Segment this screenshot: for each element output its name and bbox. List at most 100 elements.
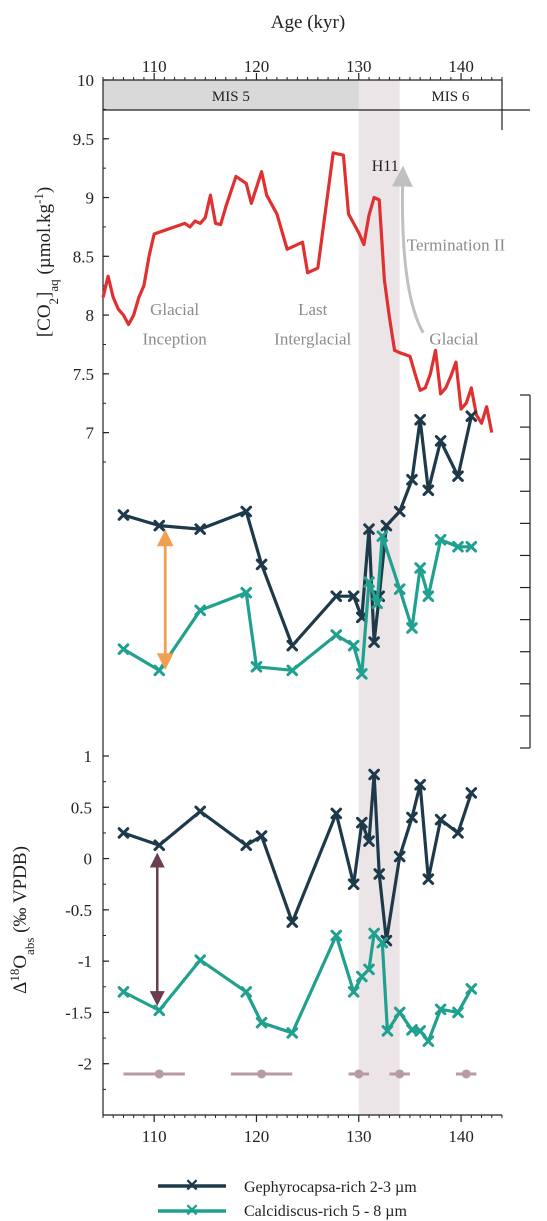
d18o-calcidiscus-line	[122, 931, 473, 1043]
d18o-y-tick-label-4: -1	[78, 952, 92, 971]
d18o-y-tick-label-6: -2	[78, 1055, 92, 1074]
stage-mis5-box	[103, 80, 359, 110]
middle-calcidiscus-point	[371, 597, 383, 610]
middle-gephyrocapsa-point	[286, 639, 299, 652]
top-x-tick-label-1: 120	[244, 57, 270, 76]
co2-y-tick-label-6: 7	[86, 424, 95, 443]
bottom-x-tick-label-0: 110	[142, 1127, 167, 1146]
stage-bar: MIS 5 MIS 6	[103, 80, 530, 111]
d18o-calcidiscus-point	[452, 1006, 464, 1019]
co2-y-axis-title: [CO2]aq (µmol.kg-1)	[31, 187, 61, 337]
middle-gephyrocapsa-point	[452, 470, 464, 482]
d18o-calcidiscus-point	[194, 954, 206, 966]
middle-gephyrocapsa-point	[422, 484, 435, 497]
legend-gephyrocapsa-label: Gephyrocapsa-rich 2-3 µm	[244, 1179, 417, 1196]
d18o-y-axis: 1 0.5 0 -0.5 -1 -1.5 -2	[65, 747, 109, 1116]
x-axis-title: Age (kyr)	[271, 12, 345, 33]
middle-calcidiscus-point	[376, 530, 389, 542]
middle-gephyrocapsa-point	[406, 473, 418, 486]
annotation-1: Inception	[143, 329, 208, 348]
co2-y-tick-label-4: 8	[86, 306, 95, 325]
d18o-gephyrocapsa-point	[255, 830, 268, 842]
co2-y-tick-label-0: 10	[77, 71, 94, 90]
d18o-calcidiscus-point	[422, 1035, 435, 1047]
termination-arrow	[391, 165, 425, 334]
d18o-calcidiscus-point	[330, 929, 343, 942]
middle-gephyrocapsa-point	[368, 636, 380, 648]
annotation-0: Glacial	[150, 300, 199, 319]
middle-gephyrocapsa-point	[465, 410, 478, 422]
age-error-point-0	[154, 1069, 164, 1079]
bottom-x-axis: 110 120 130 140	[102, 1115, 503, 1146]
legend-calcidiscus-label: Calcidiscus-rich 5 - 8 µm	[244, 1203, 408, 1220]
d18o-gephyrocapsa-point	[465, 787, 478, 799]
d18o-calcidiscus-point	[376, 936, 389, 949]
d18o-gephyrocapsa-point	[368, 768, 380, 781]
d18o-gephyrocapsa-line	[122, 772, 473, 943]
middle-gephyrocapsa-point	[434, 435, 447, 447]
d18o-y-tick-label-1: 0.5	[71, 798, 92, 817]
co2-y-axis: 10 9.5 9 8.5 8 7.5 7	[73, 71, 109, 463]
middle-gephyrocapsa-point	[194, 523, 206, 535]
d18o-y-tick-label-2: 0	[84, 850, 93, 869]
middle-calcidiscus-point	[347, 639, 360, 652]
d18o-calcidiscus-point	[255, 1016, 268, 1029]
age-error-point-2	[354, 1069, 364, 1079]
d18o-gephyrocapsa-point	[347, 878, 360, 891]
middle-calcidiscus-point	[406, 622, 418, 634]
middle-gephyrocapsa-point	[414, 413, 426, 426]
d18o-calcidiscus-point	[363, 963, 375, 976]
middle-gephyrocapsa-point	[255, 558, 268, 571]
middle-calcidiscus-point	[330, 629, 343, 641]
co2-y-tick-label-1: 9.5	[73, 130, 94, 149]
h11-label: H11	[372, 158, 399, 175]
top-x-axis: 110 120 130 140	[102, 57, 503, 80]
legend-calcidiscus-marker: ✕	[185, 1201, 199, 1220]
middle-calcidiscus-point	[434, 533, 447, 546]
co2-y-tick-label-5: 7.5	[73, 365, 94, 384]
legend: ✕ Gephyrocapsa-rich 2-3 µm ✕ Calcidiscus…	[158, 1176, 417, 1220]
middle-gephyrocapsa-point	[330, 590, 343, 603]
middle-calcidiscus-point	[363, 576, 375, 588]
bottom-x-tick-label-2: 130	[346, 1127, 372, 1146]
middle-gephyrocapsa-point	[380, 519, 393, 532]
middle-gephyrocapsa-point	[153, 519, 166, 532]
d18o-gephyrocapsa-point	[422, 873, 435, 885]
annotation-2: Last	[298, 300, 328, 319]
d18o-calcidiscus-point	[381, 1025, 394, 1037]
annotation-4: Glacial	[429, 329, 478, 348]
age-error-point-3	[395, 1069, 405, 1079]
co2-y-tick-label-3: 8.5	[73, 247, 94, 266]
age-error-point-4	[461, 1069, 471, 1079]
d18o-calcidiscus-point	[286, 1027, 299, 1039]
top-x-tick-label-3: 140	[448, 57, 474, 76]
middle-gephyrocapsa-line	[123, 415, 473, 648]
d18o-calcidiscus-point	[153, 1004, 166, 1017]
middle-calcidiscus-point	[286, 664, 299, 677]
middle-calcidiscus-point	[393, 583, 406, 595]
co2-annotations: Glacial Inception Last Interglacial Glacial T…	[143, 235, 506, 348]
d18o-y-tick-label-5: -1.5	[65, 1003, 92, 1022]
middle-y-axis	[520, 394, 531, 749]
middle-gephyrocapsa-point	[393, 505, 406, 518]
stage-mis6-label: MIS 6	[431, 89, 469, 105]
middle-calcidiscus-point	[194, 604, 206, 617]
age-error-bars	[123, 1069, 477, 1079]
annotation-5: Termination II	[407, 235, 506, 254]
d18o-gephyrocapsa-point	[434, 813, 447, 826]
d18o-calcidiscus-point	[393, 1006, 406, 1019]
d18o-y-tick-label-0: 1	[84, 747, 93, 766]
d18o-gephyrocapsa-point	[406, 811, 418, 824]
d18o-gephyrocapsa-point	[393, 850, 406, 863]
d18o-gephyrocapsa-point	[240, 839, 253, 852]
d18o-gephyrocapsa-point	[330, 807, 343, 820]
middle-gephyrocapsa-point	[347, 590, 360, 603]
d18o-calcidiscus-point	[414, 1025, 426, 1037]
top-x-tick-label-0: 110	[142, 57, 167, 76]
middle-gephyrocapsa-point	[240, 505, 253, 518]
d18o-gephyrocapsa-point	[363, 835, 375, 847]
d18o-calcidiscus-point	[465, 983, 478, 995]
d18o-calcidiscus-point	[347, 986, 360, 998]
middle-calcidiscus-point	[465, 540, 478, 553]
